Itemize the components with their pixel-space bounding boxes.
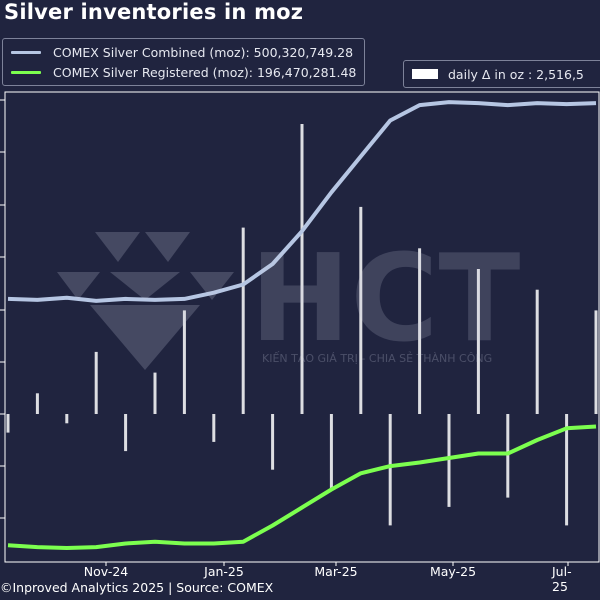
x-tick-label: Mar-25	[314, 564, 358, 579]
chart-title: Silver inventories in moz	[4, 0, 304, 24]
legend-registered-label: COMEX Silver Registered (moz): 196,470,2…	[53, 64, 357, 80]
legend-item-combined: COMEX Silver Combined (moz): 500,320,749…	[11, 42, 356, 62]
daily-delta-bar	[6, 414, 10, 433]
legend-daily-label: daily Δ in oz : 2,516,5	[448, 66, 584, 82]
daily-delta-bar	[35, 393, 39, 414]
daily-delta-bar	[271, 414, 275, 470]
daily-delta-bar	[94, 351, 98, 414]
legend-bars: daily Δ in oz : 2,516,5	[403, 60, 600, 88]
daily-delta-bar	[506, 414, 510, 498]
daily-delta-bar	[476, 269, 480, 414]
combined-series-line	[7, 100, 597, 303]
x-tick-label: Nov-24	[83, 564, 129, 579]
legend-combined-label: COMEX Silver Combined (moz): 500,320,749…	[53, 44, 354, 60]
daily-delta-bars	[6, 124, 598, 526]
x-tick-label: May-25	[429, 564, 477, 579]
x-axis-ticks	[105, 562, 569, 566]
legend-lines: COMEX Silver Combined (moz): 500,320,749…	[2, 38, 366, 86]
daily-swatch	[412, 69, 438, 79]
source-footer: ©Inproved Analytics 2025 | Source: COMEX	[0, 580, 274, 595]
daily-delta-bar	[388, 414, 392, 526]
daily-delta-bar	[418, 248, 422, 414]
daily-delta-bar	[447, 414, 451, 507]
plot-frame	[4, 91, 600, 563]
daily-delta-bar	[300, 124, 304, 414]
daily-delta-bar	[565, 414, 569, 526]
daily-delta-bar	[124, 414, 128, 452]
daily-delta-bar	[153, 372, 157, 414]
legend-item-daily: daily Δ in oz : 2,516,5	[412, 64, 584, 84]
daily-delta-bar	[329, 414, 333, 489]
daily-delta-bar	[212, 414, 216, 442]
registered-series-line	[7, 424, 597, 550]
daily-delta-bar	[182, 310, 186, 414]
x-tick-label: Jul-25	[552, 564, 572, 594]
daily-delta-bar	[241, 227, 245, 414]
daily-delta-bar	[65, 414, 69, 424]
daily-delta-bar	[535, 289, 539, 414]
combined-swatch	[11, 50, 41, 54]
daily-delta-bar	[359, 206, 363, 414]
registered-swatch	[11, 70, 41, 74]
legend-item-registered: COMEX Silver Registered (moz): 196,470,2…	[11, 62, 356, 82]
x-tick-label: Jan-25	[204, 564, 244, 579]
y-axis-ticks	[0, 99, 5, 519]
daily-delta-bar	[594, 310, 598, 414]
